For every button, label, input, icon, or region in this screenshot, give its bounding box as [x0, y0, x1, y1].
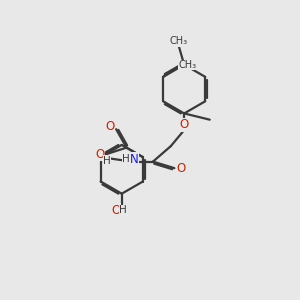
- Text: CH₃: CH₃: [178, 60, 196, 70]
- Text: H: H: [119, 205, 127, 215]
- Text: O: O: [180, 118, 189, 131]
- Text: H: H: [103, 156, 111, 166]
- Text: O: O: [111, 203, 120, 217]
- Text: H: H: [122, 154, 130, 164]
- Text: O: O: [105, 120, 114, 133]
- Text: O: O: [95, 148, 104, 161]
- Text: N: N: [130, 153, 138, 166]
- Text: O: O: [176, 162, 185, 175]
- Text: CH₃: CH₃: [169, 36, 188, 46]
